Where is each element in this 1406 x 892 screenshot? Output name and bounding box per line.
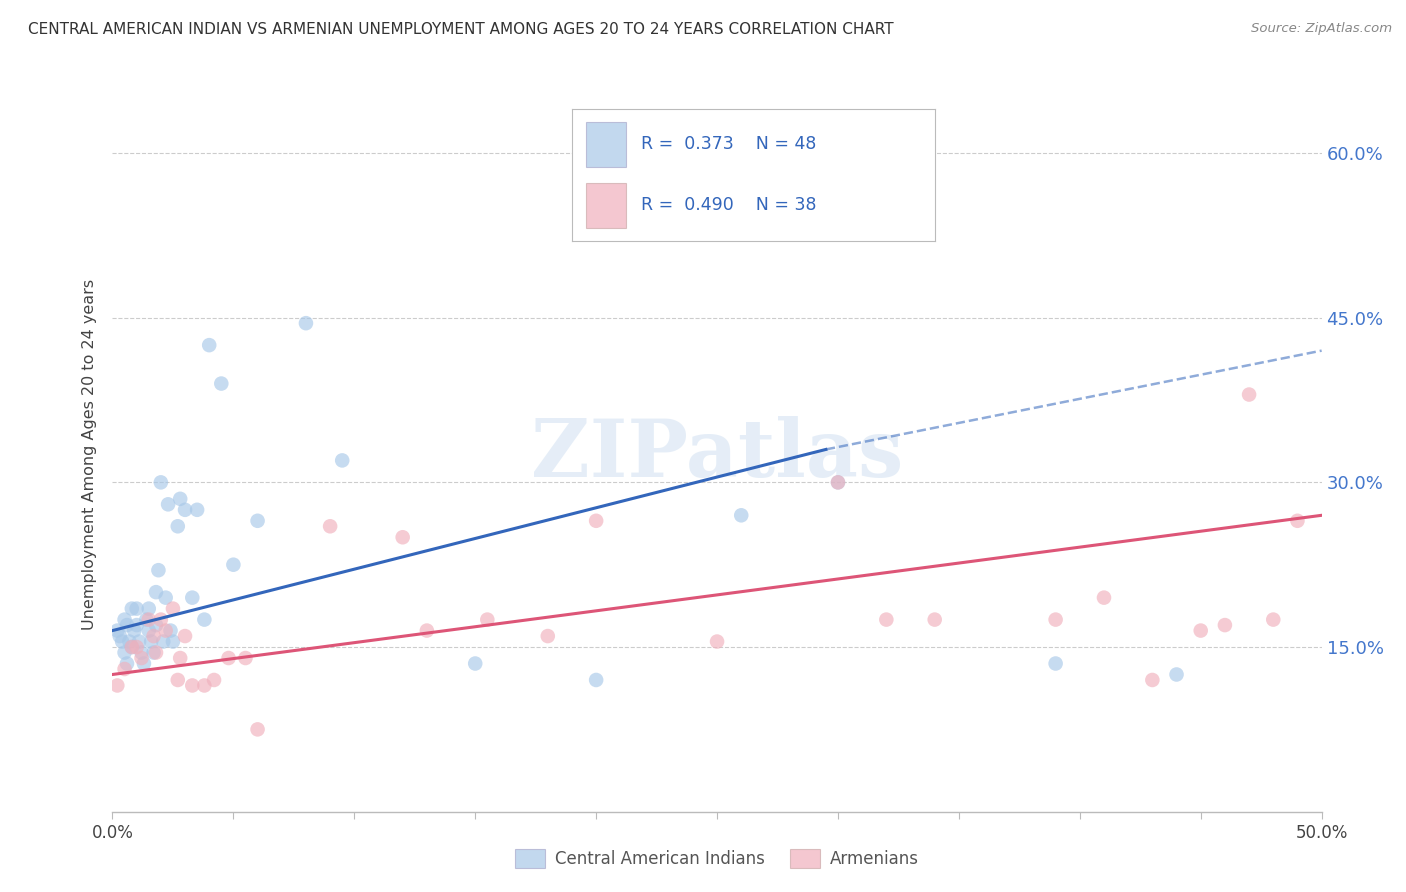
Point <box>477 613 499 627</box>
Point <box>319 519 342 533</box>
Point <box>132 657 155 671</box>
Point <box>706 634 728 648</box>
Point <box>295 316 318 330</box>
Point <box>166 673 188 687</box>
Point <box>246 514 269 528</box>
Point <box>128 634 150 648</box>
Point <box>1092 591 1115 605</box>
Point <box>145 585 167 599</box>
Point <box>1286 514 1309 528</box>
Point <box>1237 387 1260 401</box>
Point <box>159 624 181 638</box>
Point <box>827 475 849 490</box>
Point <box>122 624 145 638</box>
Point <box>142 629 165 643</box>
Point <box>121 640 143 654</box>
Point <box>169 491 191 506</box>
Point <box>145 646 167 660</box>
Point <box>166 519 188 533</box>
Point <box>193 613 215 627</box>
Point <box>198 338 221 352</box>
Point <box>209 376 232 391</box>
Point <box>391 530 413 544</box>
Point <box>585 514 607 528</box>
Point <box>246 723 269 737</box>
Point <box>218 651 240 665</box>
Point <box>138 601 160 615</box>
Text: Source: ZipAtlas.com: Source: ZipAtlas.com <box>1251 22 1392 36</box>
Point <box>155 624 177 638</box>
Point <box>235 651 257 665</box>
Point <box>148 563 170 577</box>
Point <box>114 646 136 660</box>
Point <box>1045 657 1067 671</box>
Point <box>181 591 204 605</box>
Point <box>121 601 143 615</box>
Point <box>131 651 153 665</box>
Point <box>142 646 165 660</box>
Point <box>416 624 439 638</box>
Point <box>131 646 153 660</box>
Text: CENTRAL AMERICAN INDIAN VS ARMENIAN UNEMPLOYMENT AMONG AGES 20 TO 24 YEARS CORRE: CENTRAL AMERICAN INDIAN VS ARMENIAN UNEM… <box>28 22 894 37</box>
Point <box>202 673 225 687</box>
Point <box>125 601 148 615</box>
Point <box>222 558 245 572</box>
Point <box>111 634 134 648</box>
Point <box>125 640 148 654</box>
Point <box>169 651 191 665</box>
Point <box>875 613 897 627</box>
Point <box>537 629 560 643</box>
Point <box>105 678 128 692</box>
Point <box>115 657 138 671</box>
Point <box>1142 673 1164 687</box>
Point <box>157 497 180 511</box>
Point <box>155 591 177 605</box>
Point <box>125 618 148 632</box>
Point <box>115 618 138 632</box>
Point <box>181 678 204 692</box>
Point <box>464 657 486 671</box>
Point <box>121 640 143 654</box>
Point <box>730 508 752 523</box>
Point <box>149 475 172 490</box>
Point <box>924 613 946 627</box>
Point <box>105 624 128 638</box>
Point <box>1263 613 1285 627</box>
Point <box>193 678 215 692</box>
Y-axis label: Unemployment Among Ages 20 to 24 years: Unemployment Among Ages 20 to 24 years <box>82 279 97 631</box>
Point <box>330 453 353 467</box>
Point <box>1189 624 1212 638</box>
Point <box>138 613 160 627</box>
Point <box>827 475 849 490</box>
Point <box>108 629 131 643</box>
Point <box>1166 667 1188 681</box>
Point <box>118 634 141 648</box>
Point <box>138 624 160 638</box>
Point <box>162 634 184 648</box>
Point <box>114 662 136 676</box>
Point <box>162 601 184 615</box>
Point <box>114 613 136 627</box>
Point <box>174 629 197 643</box>
Point <box>149 613 172 627</box>
Point <box>135 613 157 627</box>
Point <box>1213 618 1236 632</box>
Point <box>585 673 607 687</box>
Text: ZIPatlas: ZIPatlas <box>531 416 903 494</box>
Legend: Central American Indians, Armenians: Central American Indians, Armenians <box>509 842 925 875</box>
Point <box>152 634 174 648</box>
Point <box>145 618 167 632</box>
Point <box>141 634 163 648</box>
Point <box>1045 613 1067 627</box>
Point <box>186 503 208 517</box>
Point <box>174 503 197 517</box>
